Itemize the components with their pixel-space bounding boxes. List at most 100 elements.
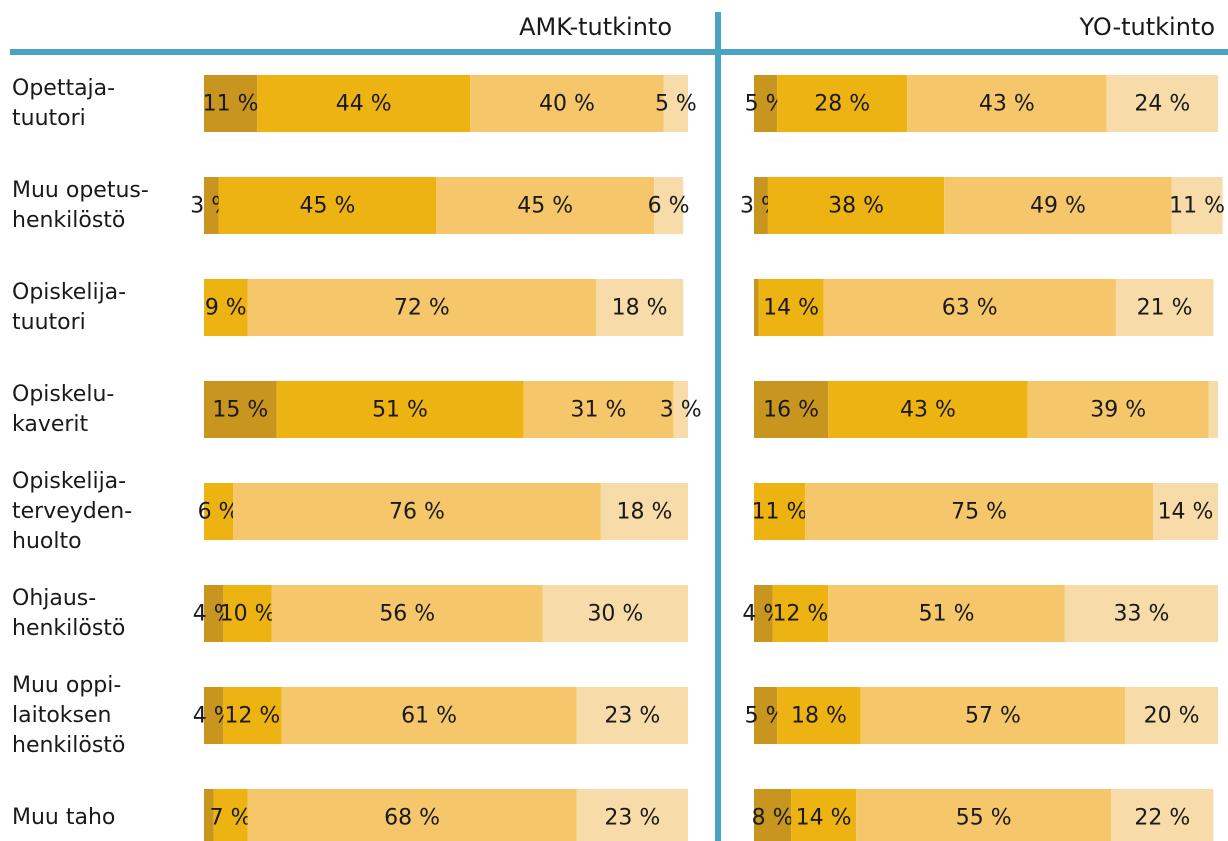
bar-segment	[805, 483, 1154, 540]
value-label: 39 %	[1090, 398, 1146, 423]
bar-segment	[772, 585, 829, 642]
value-label: 7 %	[210, 806, 252, 831]
value-label: 30 %	[587, 602, 643, 627]
bar-segment	[828, 381, 1028, 438]
bar-segment	[754, 687, 778, 744]
category-label: Opettaja- tuutori	[12, 75, 116, 131]
value-label: 14 %	[1158, 500, 1214, 525]
value-label: 18 %	[612, 296, 668, 321]
bar-segment	[1208, 381, 1218, 438]
value-label: 9 %	[205, 296, 247, 321]
value-label: 51 %	[372, 398, 428, 423]
bar-segment	[218, 177, 437, 234]
bar-segment	[754, 585, 773, 642]
bar-segment	[1106, 75, 1218, 132]
bar-segment	[754, 381, 829, 438]
value-label: 6 %	[648, 194, 690, 219]
bar-segment	[777, 687, 861, 744]
category-label: Opiskelu- kaverit	[12, 381, 115, 437]
value-label: 24 %	[1134, 92, 1190, 117]
value-label: 38 %	[828, 194, 884, 219]
bar-segment	[767, 177, 945, 234]
bar-segment	[754, 483, 806, 540]
bar-segment	[907, 75, 1107, 132]
value-label: 43 %	[900, 398, 956, 423]
bar-segment	[754, 279, 759, 336]
value-label: 14 %	[796, 806, 852, 831]
bar-segment	[754, 75, 778, 132]
value-label: 55 %	[956, 806, 1012, 831]
value-label: 18 %	[616, 500, 672, 525]
value-label: 8 %	[752, 806, 794, 831]
bar-segment	[276, 381, 524, 438]
bar-segment	[213, 789, 248, 841]
bar-segment	[204, 585, 224, 642]
panel-title: AMK-tutkinto	[519, 13, 672, 41]
bar-segment	[1115, 279, 1214, 336]
bar-segment	[673, 381, 688, 438]
bar-segment	[758, 279, 824, 336]
value-label: 49 %	[1030, 194, 1086, 219]
value-label: 12 %	[224, 704, 280, 729]
value-label: 56 %	[379, 602, 435, 627]
bar-segment	[204, 177, 219, 234]
bar-segment	[754, 789, 792, 841]
value-label: 10 %	[220, 602, 276, 627]
bar-segment	[1153, 483, 1218, 540]
bar-segment	[777, 75, 908, 132]
bar-segment	[204, 381, 277, 438]
bar-segment	[204, 75, 258, 132]
bar-segment	[204, 279, 248, 336]
bar-segment	[1064, 585, 1218, 642]
value-label: 43 %	[979, 92, 1035, 117]
bar-segment	[600, 483, 688, 540]
bar-segment	[204, 483, 234, 540]
bar-segment	[823, 279, 1116, 336]
bar-segment	[281, 687, 577, 744]
bar-segment	[542, 585, 688, 642]
bar-segment	[436, 177, 655, 234]
value-label: 18 %	[791, 704, 847, 729]
value-label: 6 %	[198, 500, 240, 525]
bar-segment	[654, 177, 684, 234]
value-label: 12 %	[772, 602, 828, 627]
bar-segment	[596, 279, 684, 336]
value-label: 45 %	[517, 194, 573, 219]
value-label: 44 %	[336, 92, 392, 117]
value-label: 57 %	[965, 704, 1021, 729]
value-label: 76 %	[389, 500, 445, 525]
bar-segment	[860, 687, 1126, 744]
value-label: 33 %	[1113, 602, 1169, 627]
value-label: 15 %	[212, 398, 268, 423]
value-label: 68 %	[384, 806, 440, 831]
bar-segment	[1027, 381, 1209, 438]
category-label: Opiskelija- tuutori	[12, 279, 127, 335]
bar-segment	[233, 483, 601, 540]
value-label: 63 %	[942, 296, 998, 321]
bar-segment	[828, 585, 1065, 642]
bar-segment	[223, 687, 282, 744]
bar-segment	[271, 585, 543, 642]
panel-title: YO-tutkinto	[1079, 13, 1215, 41]
bar-segment	[223, 585, 272, 642]
bar-segment	[1171, 177, 1223, 234]
bar-segment	[1125, 687, 1218, 744]
bar-segment	[754, 177, 768, 234]
value-label: 11 %	[752, 500, 808, 525]
bar-segment	[204, 789, 214, 841]
value-label: 45 %	[299, 194, 355, 219]
bar-segment	[1111, 789, 1214, 841]
category-label: Opiskelija- terveyden- huolto	[12, 468, 133, 554]
category-label: Ohjaus- henkilöstö	[12, 585, 126, 641]
value-label: 20 %	[1144, 704, 1200, 729]
value-label: 28 %	[814, 92, 870, 117]
value-label: 72 %	[394, 296, 450, 321]
value-label: 23 %	[604, 806, 660, 831]
value-label: 11 %	[203, 92, 259, 117]
bar-segment	[523, 381, 674, 438]
category-label: Muu opetus- henkilöstö	[12, 177, 149, 233]
value-label: 75 %	[951, 500, 1007, 525]
value-label: 40 %	[539, 92, 595, 117]
